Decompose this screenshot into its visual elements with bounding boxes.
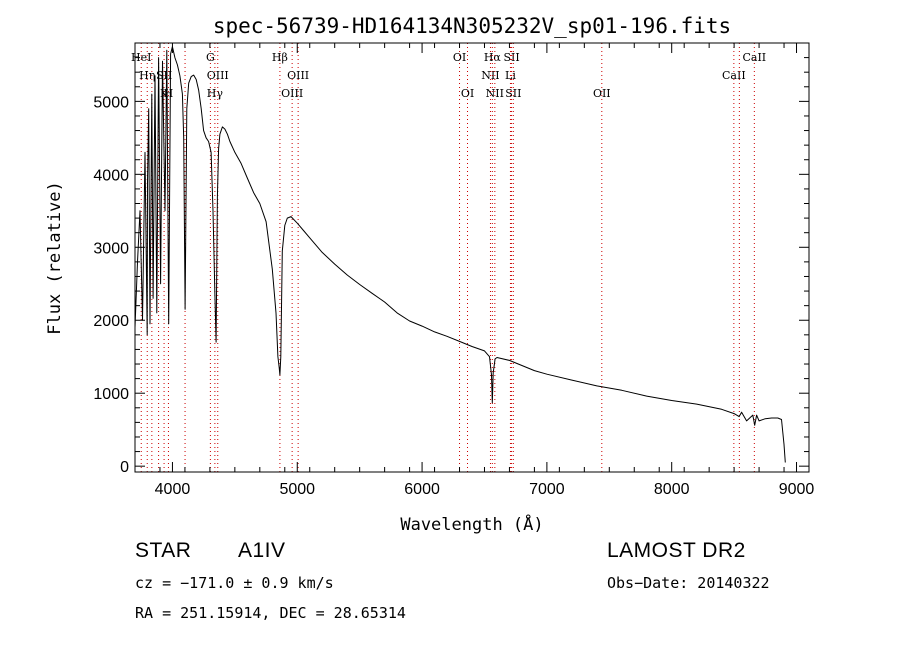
y-tick-label: 2000 xyxy=(93,313,129,330)
line-label: Hη xyxy=(139,69,155,82)
line-label: Li xyxy=(505,69,516,82)
line-label: Hγ xyxy=(207,87,224,100)
x-tick-label: 9000 xyxy=(779,481,815,498)
line-label: SII xyxy=(503,51,519,64)
line-label: CaII xyxy=(722,69,746,82)
line-label: OI xyxy=(453,51,466,64)
line-label: K xyxy=(160,87,169,100)
y-axis-label: Flux (relative) xyxy=(45,181,65,335)
axis-ticks: 4000 5000 6000 7000 8000 9000 0 1000 2000 3000 400… xyxy=(93,42,815,498)
line-label: NII xyxy=(486,87,504,100)
line-label: OI xyxy=(461,87,474,100)
object-class: STAR xyxy=(135,539,192,562)
y-tick-label: 5000 xyxy=(93,94,129,111)
observation-date: Obs−Date: 20140322 xyxy=(607,574,770,592)
line-label: OIII xyxy=(281,87,303,100)
coordinates: RA = 251.15914, DEC = 28.65314 xyxy=(135,604,406,622)
spectrum-chart: spec-56739-HD164134N305232V_sp01-196.fit… xyxy=(45,14,815,535)
redshift-cz: cz = −171.0 ± 0.9 km/s xyxy=(135,574,334,592)
subclass: A1IV xyxy=(238,539,286,562)
y-tick-label: 0 xyxy=(120,459,129,476)
chart-title: spec-56739-HD164134N305232V_sp01-196.fit… xyxy=(213,14,731,38)
plot-frame xyxy=(134,42,810,473)
line-label: G xyxy=(206,51,215,64)
line-label: OIII xyxy=(207,69,229,82)
line-label: NII xyxy=(481,69,499,82)
y-tick-label: 3000 xyxy=(93,240,129,257)
x-tick-label: 8000 xyxy=(654,481,690,498)
line-label: SII xyxy=(505,87,521,100)
spectrum-curve-layer xyxy=(134,46,786,463)
x-tick-label: 5000 xyxy=(279,481,315,498)
line-label: OIII xyxy=(287,69,309,82)
spectrum-line xyxy=(134,46,786,463)
line-label: H xyxy=(164,87,174,100)
line-label: OII xyxy=(593,87,611,100)
x-tick-label: 6000 xyxy=(404,481,440,498)
x-axis-label: Wavelength (Å) xyxy=(400,513,543,535)
line-label: Hβ xyxy=(272,51,288,64)
line-label: Hα xyxy=(484,51,502,64)
x-tick-label: 4000 xyxy=(155,481,191,498)
line-label: CaII xyxy=(742,51,766,64)
x-tick-label: 7000 xyxy=(529,481,565,498)
survey-name: LAMOST DR2 xyxy=(607,539,746,562)
line-label: HeI xyxy=(131,51,151,64)
y-tick-label: 1000 xyxy=(93,386,129,403)
y-tick-label: 4000 xyxy=(93,167,129,184)
line-label: SII xyxy=(156,69,172,82)
